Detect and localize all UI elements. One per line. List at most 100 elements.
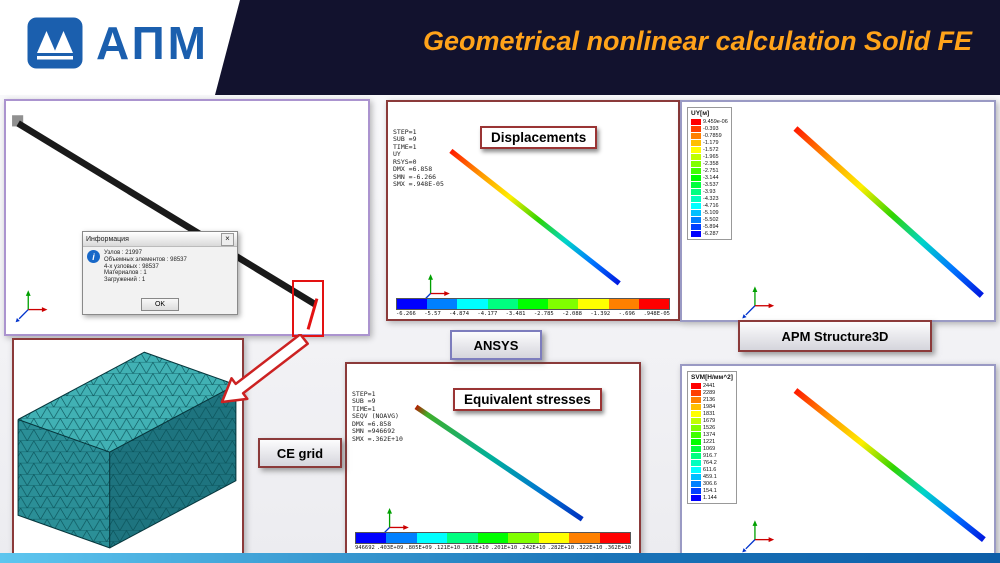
legend-row: -4.323 (691, 195, 728, 202)
legend-row: -5.109 (691, 209, 728, 216)
legend-value: 764.2 (703, 459, 717, 466)
colorbar-cell (608, 299, 639, 309)
legend-value: 154.1 (703, 487, 717, 494)
colorbar-cell (599, 533, 630, 543)
colorbar-cell (427, 299, 458, 309)
dialog-info-line: Узлов : 21997 (104, 250, 142, 256)
axes-triad-icon (742, 520, 775, 553)
legend-row: 916.7 (691, 452, 733, 459)
legend-value: -5.894 (703, 223, 719, 230)
legend-swatch (691, 424, 701, 431)
axes-triad-icon (742, 286, 775, 319)
ansys-info-line: SUB =9 (393, 135, 417, 143)
legend-value: 1984 (703, 403, 716, 410)
colorbar-strip (355, 532, 631, 544)
legend-value: -3.144 (703, 174, 719, 181)
legend-row: -2.751 (691, 167, 728, 174)
legend-value: -3.93 (703, 188, 716, 195)
legend-row: 9.459e-06 (691, 118, 728, 125)
legend-row: 1069 (691, 445, 733, 452)
ansys-info-line: STEP=1 (352, 389, 376, 398)
legend-value: -5.502 (703, 216, 719, 223)
legend-value: 1.144 (703, 494, 717, 501)
ansys-info-line: SMN =946692 (352, 427, 396, 435)
colorbar-cell (397, 299, 428, 309)
legend-swatch (691, 431, 701, 438)
colorbar-cell (638, 299, 669, 309)
colorbar-label: -5.57 (424, 311, 441, 317)
colorbar-label: .322E+10 (576, 545, 603, 551)
legend-row: -4.716 (691, 202, 728, 209)
dialog-info-line: Объемных элементов : 98537 (104, 256, 187, 263)
legend-value: 2289 (703, 389, 716, 396)
colorbar-label: .948E-05 (643, 311, 670, 317)
ansys-caption: ANSYS (450, 330, 542, 360)
dialog-title: Информация (86, 235, 129, 243)
legend-swatch (691, 195, 701, 202)
legend-swatch (691, 438, 701, 445)
beam-model-figure (12, 115, 318, 323)
legend-value: -4.716 (703, 202, 719, 209)
legend-value: 459.1 (703, 473, 717, 480)
ansys-info-line: TIME=1 (393, 142, 417, 151)
beam-end-highlight-box (292, 280, 324, 337)
dialog-close-button[interactable]: × (221, 232, 234, 246)
apm-displacement-figure (742, 126, 984, 319)
fe-mesh-panel (12, 338, 244, 555)
legend-swatch (691, 174, 701, 181)
footer-bar (0, 553, 1000, 563)
header-band (215, 0, 1000, 95)
colorbar-label: .121E+10 (433, 545, 461, 551)
legend-value: 1679 (703, 417, 716, 424)
equivalent-stresses-label: Equivalent stresses (453, 388, 602, 411)
legend-value: -2.358 (703, 160, 719, 167)
colorbar-label: -4.874 (449, 311, 470, 317)
legend-swatch (691, 487, 701, 494)
legend-value: 611.6 (703, 466, 717, 473)
legend-swatch (691, 167, 701, 174)
legend-swatch (691, 188, 701, 195)
legend-value: 1374 (703, 431, 716, 438)
apm-stress-panel: SVM[Н/мм^2] 2441 2289 2136 (680, 364, 996, 559)
legend-row: 2136 (691, 396, 733, 403)
legend-value: -0.7859 (703, 132, 722, 139)
dialog-ok-button[interactable]: OK (141, 298, 179, 311)
legend-row: 764.2 (691, 459, 733, 466)
legend-swatch (691, 216, 701, 223)
dialog-info-line: 4-х узловых : 98537 (104, 263, 159, 270)
apm-displacement-panel: UY[м] 9.459e-06 -0.393 -0.785 (680, 100, 996, 322)
colorbar-strip (396, 298, 670, 310)
legend-title: UY[м] (691, 110, 710, 117)
info-dialog: Информация × i Узлов : 21997 Объемных эле… (82, 231, 238, 315)
ansys-info-line: SMN =-6.266 (393, 172, 437, 181)
legend-swatch (691, 389, 701, 396)
colorbar-label: -6.266 (396, 311, 416, 317)
legend-rows: 2441 2289 2136 1984 (691, 382, 733, 501)
legend-swatch (691, 153, 701, 160)
legend-value: -4.323 (703, 195, 719, 202)
ansys-stress-panel: STEP=1 SUB =9 TIME=1 SEQV (NOAVG) DMX =6.858… (345, 362, 641, 555)
legend-value: 2136 (703, 396, 716, 403)
legend-row: -3.537 (691, 181, 728, 188)
legend-value: 2441 (703, 382, 716, 389)
apm-stress-figure (742, 388, 986, 553)
dialog-info-line: Загружений : 1 (104, 277, 146, 284)
colorbar-cell (578, 299, 609, 309)
legend-swatch (691, 132, 701, 139)
legend-value: -1.965 (703, 153, 719, 160)
colorbar-labels: 946692.403E+09.805E+09.121E+10.161E+10.2… (355, 545, 631, 551)
legend-row: 611.6 (691, 466, 733, 473)
fe-mesh-figure (17, 351, 237, 549)
legend-swatch (691, 209, 701, 216)
displacements-label: Displacements (480, 126, 598, 149)
legend-row: -0.7859 (691, 132, 728, 139)
axes-triad-icon (15, 290, 48, 323)
ansys-displacement-colorbar: -6.266 -5.57 -4.874 -4.177 -3.481 -2.785 -2.08… (396, 298, 670, 317)
apm-structure3d-caption: APM Structure3D (738, 320, 932, 352)
colorbar-label: .805E+09 (405, 545, 432, 551)
legend-row: -1.179 (691, 139, 728, 146)
legend-swatch (691, 202, 701, 209)
legend-swatch (691, 466, 701, 473)
ansys-info-line: DMX =6.858 (393, 165, 433, 173)
